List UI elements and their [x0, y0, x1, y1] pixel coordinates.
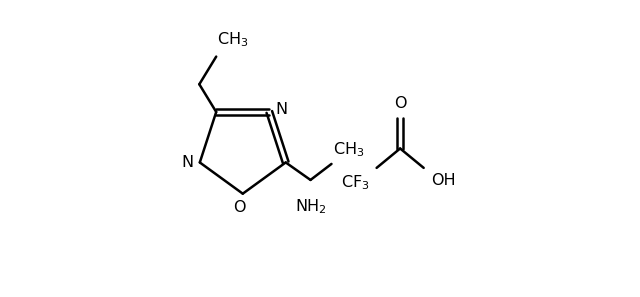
- Text: OH: OH: [431, 173, 456, 188]
- Text: CF$_3$: CF$_3$: [340, 173, 369, 192]
- Text: O: O: [234, 200, 246, 215]
- Text: NH$_2$: NH$_2$: [295, 198, 326, 216]
- Text: CH$_3$: CH$_3$: [217, 31, 248, 49]
- Text: CH$_3$: CH$_3$: [333, 140, 364, 159]
- Text: N: N: [276, 102, 288, 117]
- Text: N: N: [181, 155, 193, 170]
- Text: O: O: [394, 96, 406, 111]
